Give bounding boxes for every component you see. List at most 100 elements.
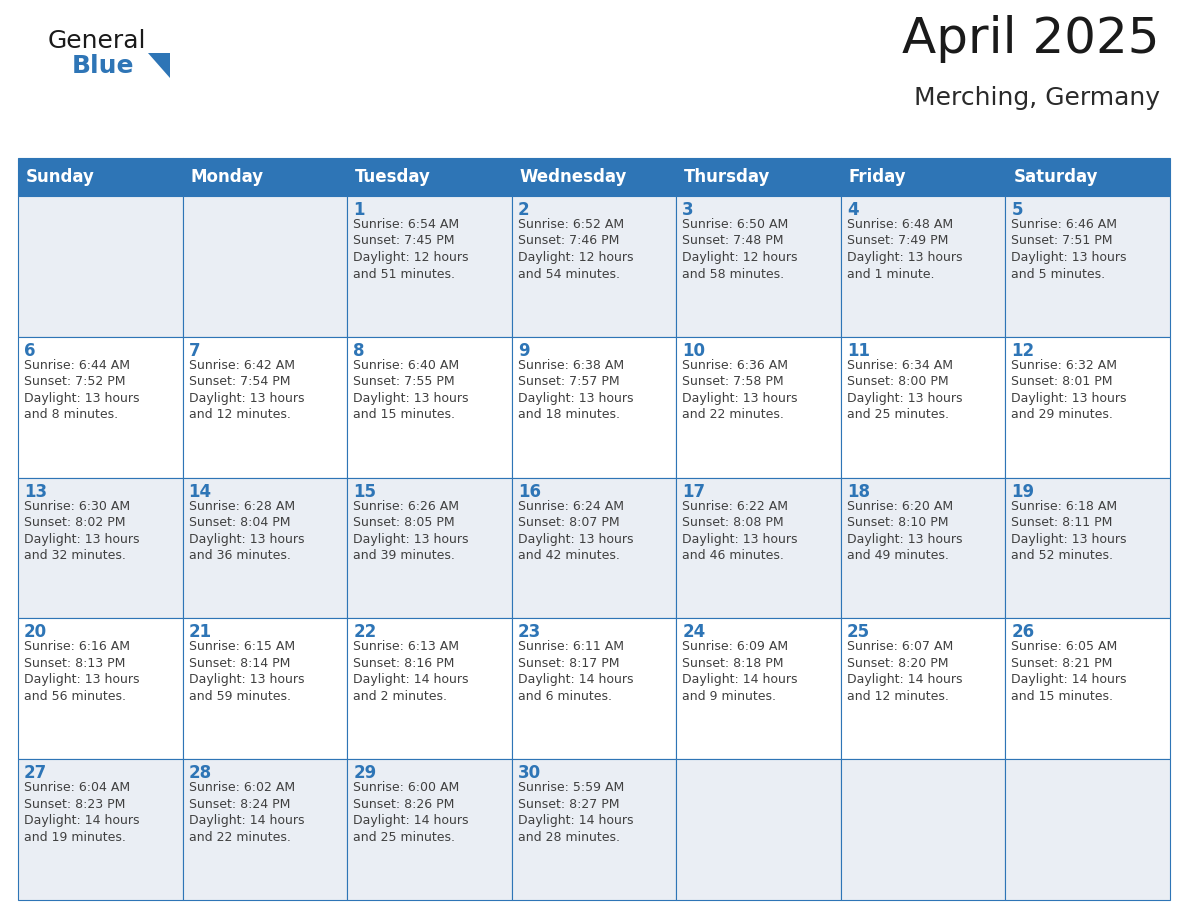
Text: Sunrise: 6:40 AM
Sunset: 7:55 PM
Daylight: 13 hours
and 15 minutes.: Sunrise: 6:40 AM Sunset: 7:55 PM Dayligh…	[353, 359, 468, 421]
Text: Sunday: Sunday	[26, 168, 95, 186]
Text: Sunrise: 6:04 AM
Sunset: 8:23 PM
Daylight: 14 hours
and 19 minutes.: Sunrise: 6:04 AM Sunset: 8:23 PM Dayligh…	[24, 781, 139, 844]
Text: Sunrise: 6:38 AM
Sunset: 7:57 PM
Daylight: 13 hours
and 18 minutes.: Sunrise: 6:38 AM Sunset: 7:57 PM Dayligh…	[518, 359, 633, 421]
Text: 1: 1	[353, 201, 365, 219]
Text: 16: 16	[518, 483, 541, 500]
Bar	[183, 477, 347, 619]
Text: Blue: Blue	[72, 54, 134, 78]
Bar	[183, 759, 347, 900]
Bar	[18, 759, 183, 900]
Text: April 2025: April 2025	[903, 15, 1159, 63]
Bar	[512, 196, 676, 337]
Text: Sunrise: 6:18 AM
Sunset: 8:11 PM
Daylight: 13 hours
and 52 minutes.: Sunrise: 6:18 AM Sunset: 8:11 PM Dayligh…	[1011, 499, 1127, 562]
Bar	[1005, 196, 1170, 337]
Bar	[18, 196, 183, 337]
Text: 25: 25	[847, 623, 870, 642]
Text: Sunrise: 6:02 AM
Sunset: 8:24 PM
Daylight: 14 hours
and 22 minutes.: Sunrise: 6:02 AM Sunset: 8:24 PM Dayligh…	[189, 781, 304, 844]
Bar	[512, 158, 676, 196]
Text: 22: 22	[353, 623, 377, 642]
Bar	[347, 196, 512, 337]
Text: Sunrise: 6:11 AM
Sunset: 8:17 PM
Daylight: 14 hours
and 6 minutes.: Sunrise: 6:11 AM Sunset: 8:17 PM Dayligh…	[518, 641, 633, 703]
Text: 21: 21	[189, 623, 211, 642]
Text: 2: 2	[518, 201, 530, 219]
Bar	[18, 337, 183, 477]
Bar	[347, 158, 512, 196]
Text: Sunrise: 6:07 AM
Sunset: 8:20 PM
Daylight: 14 hours
and 12 minutes.: Sunrise: 6:07 AM Sunset: 8:20 PM Dayligh…	[847, 641, 962, 703]
Text: 8: 8	[353, 341, 365, 360]
Text: Thursday: Thursday	[684, 168, 771, 186]
Text: 19: 19	[1011, 483, 1035, 500]
Text: Sunrise: 6:16 AM
Sunset: 8:13 PM
Daylight: 13 hours
and 56 minutes.: Sunrise: 6:16 AM Sunset: 8:13 PM Dayligh…	[24, 641, 139, 703]
Bar	[1005, 158, 1170, 196]
Bar	[512, 477, 676, 619]
Bar	[18, 619, 183, 759]
Text: Sunrise: 6:28 AM
Sunset: 8:04 PM
Daylight: 13 hours
and 36 minutes.: Sunrise: 6:28 AM Sunset: 8:04 PM Dayligh…	[189, 499, 304, 562]
Text: Sunrise: 6:52 AM
Sunset: 7:46 PM
Daylight: 12 hours
and 54 minutes.: Sunrise: 6:52 AM Sunset: 7:46 PM Dayligh…	[518, 218, 633, 281]
Bar	[347, 759, 512, 900]
Text: General: General	[48, 29, 146, 53]
Text: 28: 28	[189, 764, 211, 782]
Text: Sunrise: 6:50 AM
Sunset: 7:48 PM
Daylight: 12 hours
and 58 minutes.: Sunrise: 6:50 AM Sunset: 7:48 PM Dayligh…	[682, 218, 798, 281]
Bar	[512, 619, 676, 759]
Text: 20: 20	[24, 623, 48, 642]
Text: Sunrise: 6:26 AM
Sunset: 8:05 PM
Daylight: 13 hours
and 39 minutes.: Sunrise: 6:26 AM Sunset: 8:05 PM Dayligh…	[353, 499, 468, 562]
Text: 5: 5	[1011, 201, 1023, 219]
Bar	[841, 196, 1005, 337]
Bar	[676, 196, 841, 337]
Text: 14: 14	[189, 483, 211, 500]
Bar	[676, 337, 841, 477]
Text: 10: 10	[682, 341, 706, 360]
Text: Sunrise: 6:32 AM
Sunset: 8:01 PM
Daylight: 13 hours
and 29 minutes.: Sunrise: 6:32 AM Sunset: 8:01 PM Dayligh…	[1011, 359, 1127, 421]
Text: Sunrise: 6:00 AM
Sunset: 8:26 PM
Daylight: 14 hours
and 25 minutes.: Sunrise: 6:00 AM Sunset: 8:26 PM Dayligh…	[353, 781, 468, 844]
Bar	[676, 619, 841, 759]
Text: 9: 9	[518, 341, 530, 360]
Text: Monday: Monday	[190, 168, 264, 186]
Text: 27: 27	[24, 764, 48, 782]
Bar	[1005, 759, 1170, 900]
Bar	[183, 337, 347, 477]
Bar	[676, 759, 841, 900]
Text: Tuesday: Tuesday	[355, 168, 431, 186]
Text: Saturday: Saturday	[1013, 168, 1098, 186]
Bar	[347, 619, 512, 759]
Bar	[512, 337, 676, 477]
Text: 23: 23	[518, 623, 541, 642]
Text: Sunrise: 6:24 AM
Sunset: 8:07 PM
Daylight: 13 hours
and 42 minutes.: Sunrise: 6:24 AM Sunset: 8:07 PM Dayligh…	[518, 499, 633, 562]
Bar	[841, 158, 1005, 196]
Text: 26: 26	[1011, 623, 1035, 642]
Text: Sunrise: 6:05 AM
Sunset: 8:21 PM
Daylight: 14 hours
and 15 minutes.: Sunrise: 6:05 AM Sunset: 8:21 PM Dayligh…	[1011, 641, 1127, 703]
Bar	[183, 619, 347, 759]
Text: 15: 15	[353, 483, 377, 500]
Text: 12: 12	[1011, 341, 1035, 360]
Text: 7: 7	[189, 341, 201, 360]
Bar	[1005, 477, 1170, 619]
Text: 6: 6	[24, 341, 36, 360]
Text: 13: 13	[24, 483, 48, 500]
Text: 29: 29	[353, 764, 377, 782]
Bar	[676, 158, 841, 196]
Bar	[841, 759, 1005, 900]
Bar	[183, 158, 347, 196]
Bar	[347, 337, 512, 477]
Bar	[841, 337, 1005, 477]
Text: 30: 30	[518, 764, 541, 782]
Text: Sunrise: 6:30 AM
Sunset: 8:02 PM
Daylight: 13 hours
and 32 minutes.: Sunrise: 6:30 AM Sunset: 8:02 PM Dayligh…	[24, 499, 139, 562]
Text: Sunrise: 6:54 AM
Sunset: 7:45 PM
Daylight: 12 hours
and 51 minutes.: Sunrise: 6:54 AM Sunset: 7:45 PM Dayligh…	[353, 218, 468, 281]
Bar	[1005, 337, 1170, 477]
Text: Sunrise: 6:34 AM
Sunset: 8:00 PM
Daylight: 13 hours
and 25 minutes.: Sunrise: 6:34 AM Sunset: 8:00 PM Dayligh…	[847, 359, 962, 421]
Polygon shape	[148, 53, 170, 78]
Bar	[676, 477, 841, 619]
Text: Wednesday: Wednesday	[519, 168, 627, 186]
Text: 3: 3	[682, 201, 694, 219]
Text: 17: 17	[682, 483, 706, 500]
Bar	[183, 196, 347, 337]
Text: Sunrise: 6:44 AM
Sunset: 7:52 PM
Daylight: 13 hours
and 8 minutes.: Sunrise: 6:44 AM Sunset: 7:52 PM Dayligh…	[24, 359, 139, 421]
Bar	[841, 477, 1005, 619]
Bar	[18, 158, 183, 196]
Text: Sunrise: 6:36 AM
Sunset: 7:58 PM
Daylight: 13 hours
and 22 minutes.: Sunrise: 6:36 AM Sunset: 7:58 PM Dayligh…	[682, 359, 798, 421]
Text: Merching, Germany: Merching, Germany	[914, 86, 1159, 110]
Text: Sunrise: 6:22 AM
Sunset: 8:08 PM
Daylight: 13 hours
and 46 minutes.: Sunrise: 6:22 AM Sunset: 8:08 PM Dayligh…	[682, 499, 798, 562]
Text: Friday: Friday	[849, 168, 906, 186]
Text: Sunrise: 6:20 AM
Sunset: 8:10 PM
Daylight: 13 hours
and 49 minutes.: Sunrise: 6:20 AM Sunset: 8:10 PM Dayligh…	[847, 499, 962, 562]
Text: Sunrise: 6:48 AM
Sunset: 7:49 PM
Daylight: 13 hours
and 1 minute.: Sunrise: 6:48 AM Sunset: 7:49 PM Dayligh…	[847, 218, 962, 281]
Text: 11: 11	[847, 341, 870, 360]
